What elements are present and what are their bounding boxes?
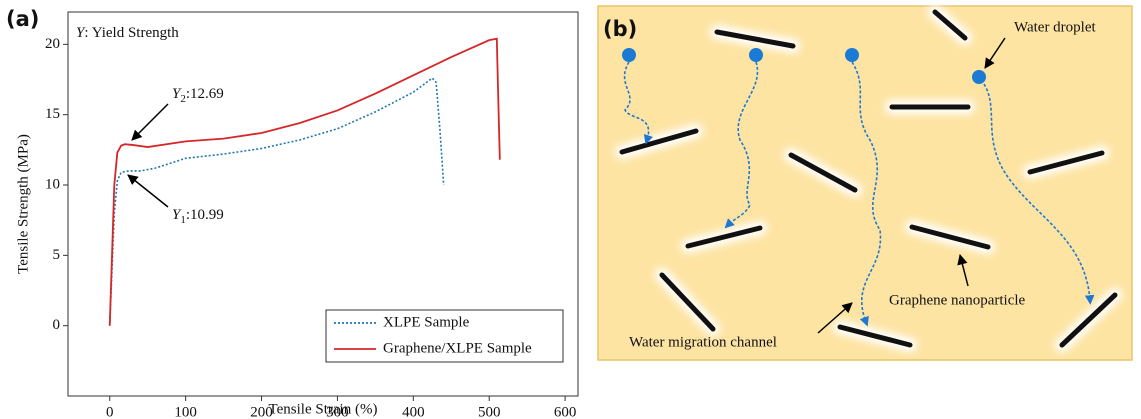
annotation-text: :12.69 <box>186 86 224 102</box>
x-tick-label: 100 <box>174 404 197 419</box>
x-tick-label: 400 <box>402 404 425 419</box>
label: Water droplet <box>1014 19 1097 35</box>
annotation-arrow <box>131 103 169 141</box>
x-tick-label: 500 <box>478 404 501 419</box>
x-axis-label: Tensile Strain (%) <box>269 401 378 417</box>
chart-a: (a) Tensile Strain (%) Tensile Strength … <box>6 7 579 419</box>
y-tick-label: 0 <box>53 317 61 333</box>
diagram-b: (b) Water droplet Graphene nanoparticle <box>597 5 1133 361</box>
annotation-text: : Yield Strength <box>84 25 179 41</box>
graphene-platelets <box>619 9 1118 348</box>
legend-box <box>325 309 564 363</box>
annotation-arrow <box>127 174 169 208</box>
annotation-subscript: 1 <box>180 214 186 226</box>
annotation-symbol: Y <box>172 207 182 223</box>
y-tick-label: 20 <box>45 36 60 52</box>
panel-label: (a) <box>6 7 39 31</box>
annotation-symbol: Y <box>76 25 86 41</box>
annotation: Y2:12.69 <box>172 86 224 104</box>
annotation-symbol: Y <box>172 86 182 102</box>
panel-label: (b) <box>603 17 637 41</box>
data-line <box>108 37 501 326</box>
x-tick-label: 300 <box>326 404 349 419</box>
plot-frame <box>67 11 579 397</box>
label: Graphene nanoparticle <box>889 292 1026 308</box>
label-arrows <box>817 37 1006 334</box>
annotation-subscript: 2 <box>180 93 186 105</box>
x-tick-label: 0 <box>106 404 114 419</box>
legend-label: XLPE Sample <box>383 314 470 330</box>
annotation-text: :10.99 <box>186 207 224 223</box>
water-droplets <box>622 48 986 84</box>
x-tick-label: 200 <box>250 404 273 419</box>
label: Water migration channel <box>629 334 777 350</box>
x-tick-label: 600 <box>554 404 577 419</box>
legend-label: Graphene/XLPE Sample <box>383 340 532 356</box>
y-tick-label: 15 <box>45 106 60 122</box>
migration-paths <box>623 61 1095 327</box>
y-axis-label: Tensile Strength (MPa) <box>15 134 31 274</box>
annotation: Y: Yield Strength <box>76 25 179 41</box>
panel-background <box>597 5 1133 361</box>
annotation: Y1:10.99 <box>172 207 224 225</box>
y-tick-label: 10 <box>45 176 60 192</box>
data-line <box>108 77 445 326</box>
y-tick-label: 5 <box>53 247 61 263</box>
